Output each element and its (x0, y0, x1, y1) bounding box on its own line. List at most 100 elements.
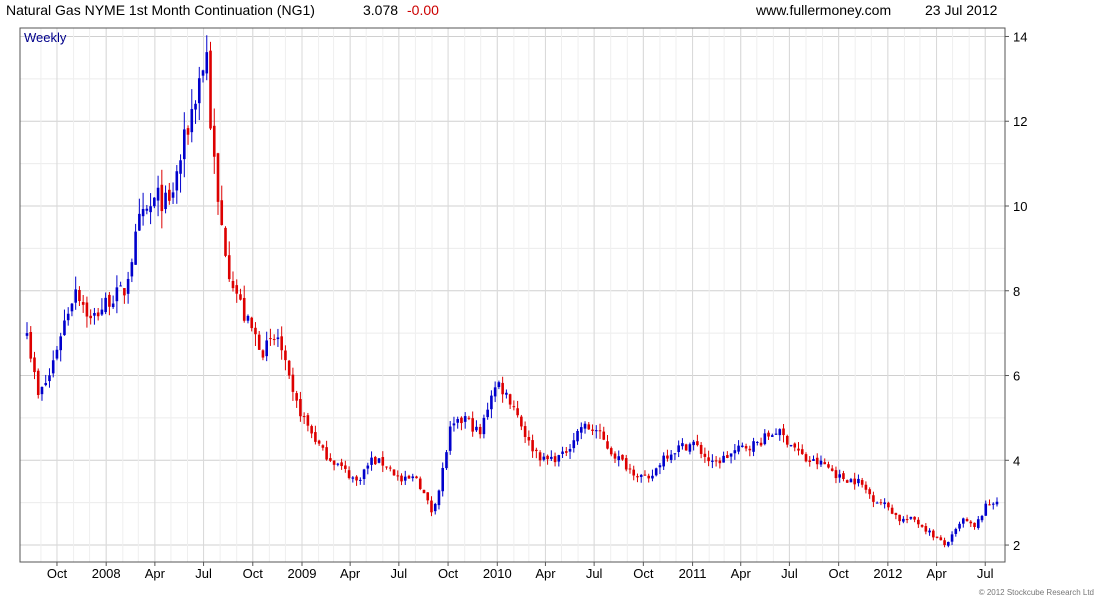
candle-body (752, 441, 755, 452)
candle (81, 295, 85, 313)
candle (445, 449, 448, 470)
candle-body (182, 129, 186, 160)
candle-body (576, 431, 579, 442)
candle-body (613, 453, 617, 459)
candle-body (797, 448, 800, 451)
candle-body (422, 489, 426, 494)
candle (396, 470, 400, 481)
candle-body (591, 429, 594, 431)
candle-body (227, 255, 231, 280)
website-label: www.fullermoney.com (756, 2, 892, 18)
candle-body (681, 443, 684, 447)
candle-body (70, 303, 74, 312)
candle-body (93, 312, 96, 316)
candle-body (426, 492, 430, 501)
candle-body (332, 460, 336, 465)
candle (729, 453, 733, 464)
candle (594, 425, 598, 439)
candle-body (55, 349, 59, 359)
candle (186, 125, 190, 145)
candle-body (85, 302, 89, 317)
candle-body (890, 507, 894, 514)
candle (894, 512, 898, 520)
candle (175, 165, 179, 204)
candle-body (344, 465, 347, 469)
candle (778, 428, 782, 441)
candle (984, 500, 988, 516)
x-tick-label: Apr (535, 566, 556, 581)
candle (272, 334, 276, 346)
candle-body (737, 445, 740, 452)
candle-body (306, 415, 310, 426)
candle (770, 433, 774, 437)
candle-body (523, 426, 527, 437)
candle-body (812, 459, 815, 461)
candle (295, 390, 298, 408)
candle-body (108, 294, 111, 307)
candle (722, 451, 725, 463)
candle (523, 421, 527, 443)
candle (913, 516, 916, 523)
candle-body (628, 468, 632, 470)
candle-body (789, 445, 793, 447)
candle (78, 286, 81, 306)
candle (662, 452, 665, 470)
x-tick-label: Oct (633, 566, 654, 581)
candle (317, 439, 321, 446)
candle-body (643, 474, 647, 476)
candle-body (119, 285, 122, 287)
candle-body (808, 460, 812, 462)
candle (651, 469, 654, 482)
candle-body (928, 530, 931, 533)
candle-body (976, 519, 980, 528)
candle-body (351, 477, 355, 479)
candle (478, 423, 482, 439)
candle-body (134, 231, 137, 265)
candle (224, 226, 227, 258)
candle-body (965, 518, 969, 522)
candle (471, 411, 474, 437)
candle-body (763, 433, 767, 445)
candle-body (396, 475, 400, 477)
candle-body (917, 519, 920, 525)
candle-body (407, 475, 411, 479)
candle (793, 442, 797, 452)
candle (96, 307, 100, 321)
candle-body (639, 474, 643, 477)
candle-body (624, 458, 628, 470)
x-tick-label: Jul (391, 566, 408, 581)
candle (591, 424, 594, 436)
candle-body (340, 462, 343, 467)
candle (988, 499, 991, 506)
y-tick-label: 8 (1013, 284, 1020, 299)
candle (501, 376, 504, 403)
candle (332, 460, 336, 471)
candle (943, 537, 946, 548)
candle-body (78, 289, 81, 302)
candle (759, 437, 763, 447)
candle-body (501, 382, 504, 395)
candle (527, 430, 531, 446)
candle-body (688, 444, 692, 452)
candle-body (785, 435, 789, 445)
candle (108, 291, 111, 316)
candle (115, 275, 119, 314)
candle (965, 517, 969, 522)
candle-body (696, 441, 699, 446)
candle (463, 412, 467, 429)
candle-body (770, 435, 774, 437)
candle (823, 458, 827, 465)
candle (557, 454, 561, 467)
candle-body (276, 337, 280, 340)
candle-body (261, 350, 265, 358)
candle (182, 112, 186, 178)
candle-body (362, 469, 366, 480)
x-tick-label: Oct (438, 566, 459, 581)
candle (242, 285, 246, 323)
candle (160, 169, 164, 229)
candle-body (33, 357, 36, 373)
x-tick-label: 2009 (288, 566, 317, 581)
candle (347, 466, 351, 480)
candle (85, 296, 89, 328)
candle (834, 466, 838, 484)
